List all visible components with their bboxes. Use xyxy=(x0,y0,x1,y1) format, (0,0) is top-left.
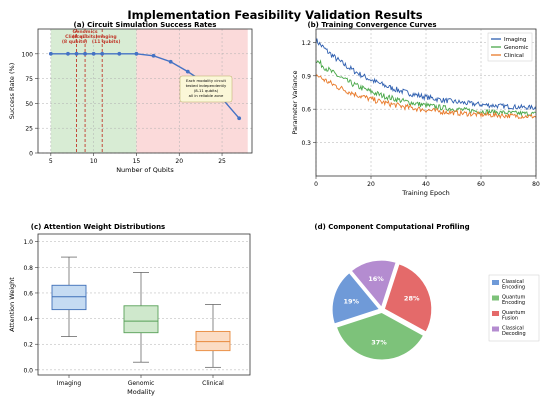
legend-swatch xyxy=(492,280,499,285)
x-tick-label: Imaging xyxy=(57,380,82,387)
y-tick-label: 0.6 xyxy=(301,107,311,114)
legend-label: Classical Decoding xyxy=(502,326,526,338)
legend-label: Imaging xyxy=(504,37,526,43)
data-point xyxy=(66,51,70,56)
series-line-genomic xyxy=(315,59,537,117)
y-tick-label: 75 xyxy=(25,76,33,83)
y-tick-label: 0.9 xyxy=(301,73,311,80)
series-line-clinical xyxy=(315,74,537,120)
chart-title: (a) Circuit Simulation Success Rates xyxy=(74,21,217,29)
x-tick-label: 25 xyxy=(218,158,226,165)
x-tick-label: Clinical xyxy=(202,380,224,387)
y-tick-label: 0 xyxy=(29,151,33,158)
data-point xyxy=(117,51,122,56)
y-axis-label: Parameter Variance xyxy=(291,71,299,135)
x-tick-label: 5 xyxy=(49,158,53,165)
x-tick-label: 80 xyxy=(532,181,540,188)
y-tick-label: 50 xyxy=(25,101,33,108)
pie-slice-label: 19% xyxy=(344,298,360,306)
modality-threshold-label: Clinical (8 qubits) xyxy=(62,34,87,45)
data-point xyxy=(100,51,105,56)
pie-slice xyxy=(383,262,433,334)
data-point xyxy=(48,51,53,56)
data-point xyxy=(168,59,173,64)
y-tick-label: 0.2 xyxy=(23,342,33,349)
panel-d-profiling-pie: (d) Component Computational Profiling 19%… xyxy=(314,223,540,361)
y-tick-label: 1.0 xyxy=(23,239,33,246)
legend-label: Genomic xyxy=(504,45,528,51)
x-tick-label: Genomic xyxy=(128,380,155,387)
x-tick-label: 20 xyxy=(367,181,375,188)
legend-label: Quantum Fusion xyxy=(502,310,525,322)
legend-swatch xyxy=(492,295,499,301)
x-tick-label: 10 xyxy=(90,158,98,165)
y-tick-label: 0.3 xyxy=(301,140,311,147)
chart-title: (d) Component Computational Profiling xyxy=(314,223,469,231)
x-tick-label: 20 xyxy=(175,158,183,165)
data-point xyxy=(185,69,190,74)
x-tick-label: 15 xyxy=(133,158,141,165)
x-axis-label: Training Epoch xyxy=(401,189,450,197)
figure-title: Implementation Feasibility Validation Re… xyxy=(127,8,422,22)
panel-a-success-rate-chart: 0 25 50 75 100 5 10 15 20 25 Clinical (8 qubits)Gen… xyxy=(8,21,253,174)
y-axis-label: Success Rate (%) xyxy=(8,63,16,119)
y-axis-label: Attention Weight xyxy=(8,277,16,332)
pie-slice xyxy=(331,271,382,326)
panel-b-convergence-chart: 0.3 0.6 0.9 1.2 0 20 40 60 80 Imaging Genomic Clini… xyxy=(291,21,540,197)
y-tick-label: 0.6 xyxy=(23,290,33,297)
y-tick-label: 0.0 xyxy=(23,367,33,374)
legend-swatch xyxy=(492,311,499,316)
box-clinical xyxy=(195,330,231,352)
y-tick-label: 0.8 xyxy=(23,265,33,272)
box-imaging xyxy=(51,284,87,311)
chart-title: (b) Training Convergence Curves xyxy=(307,21,436,29)
y-tick-label: 1.2 xyxy=(301,40,311,47)
data-point xyxy=(151,53,156,58)
data-point xyxy=(134,51,139,56)
panel-c-attention-boxplot: 0.0 0.2 0.4 0.6 0.8 1.0 Imaging Genomic Clinical… xyxy=(8,223,251,396)
axes-frame xyxy=(37,233,251,376)
pie-slice xyxy=(335,311,425,361)
modality-threshold-label: Genomics (9 qubits) xyxy=(72,29,98,40)
pie-slice-label: 28% xyxy=(404,295,420,303)
legend-label: Classical Encoding xyxy=(502,279,525,291)
axes-frame xyxy=(37,28,253,154)
y-tick-label: 0.4 xyxy=(23,316,33,323)
x-tick-label: 60 xyxy=(477,181,485,188)
y-tick-label: 25 xyxy=(25,126,33,133)
modality-threshold-label: Imaging (11 qubits) xyxy=(92,34,121,45)
annotation-box xyxy=(179,75,233,103)
legend-swatch xyxy=(492,326,499,332)
x-axis-label: Modality xyxy=(127,388,155,396)
data-point xyxy=(91,51,96,56)
legend-label: Clinical xyxy=(504,53,524,59)
series-line-imaging xyxy=(315,38,537,111)
annotation-text: Each modality circuit tested independentl… xyxy=(186,78,227,98)
pie-slice-label: 37% xyxy=(371,338,387,346)
y-tick-label: 100 xyxy=(22,51,34,58)
box-genomic xyxy=(123,305,159,334)
pie-slice xyxy=(349,259,398,310)
x-axis-label: Number of Qubits xyxy=(116,166,174,174)
x-tick-label: 0 xyxy=(314,181,318,188)
legend-label: Quantum Encoding xyxy=(502,295,525,307)
axes-frame xyxy=(315,28,537,177)
data-point xyxy=(74,51,79,56)
data-point xyxy=(83,51,87,56)
chart-title: (c) Attention Weight Distributions xyxy=(31,223,165,231)
pie-slice-label: 16% xyxy=(368,275,384,283)
x-tick-label: 40 xyxy=(422,181,430,188)
data-point xyxy=(237,116,242,121)
